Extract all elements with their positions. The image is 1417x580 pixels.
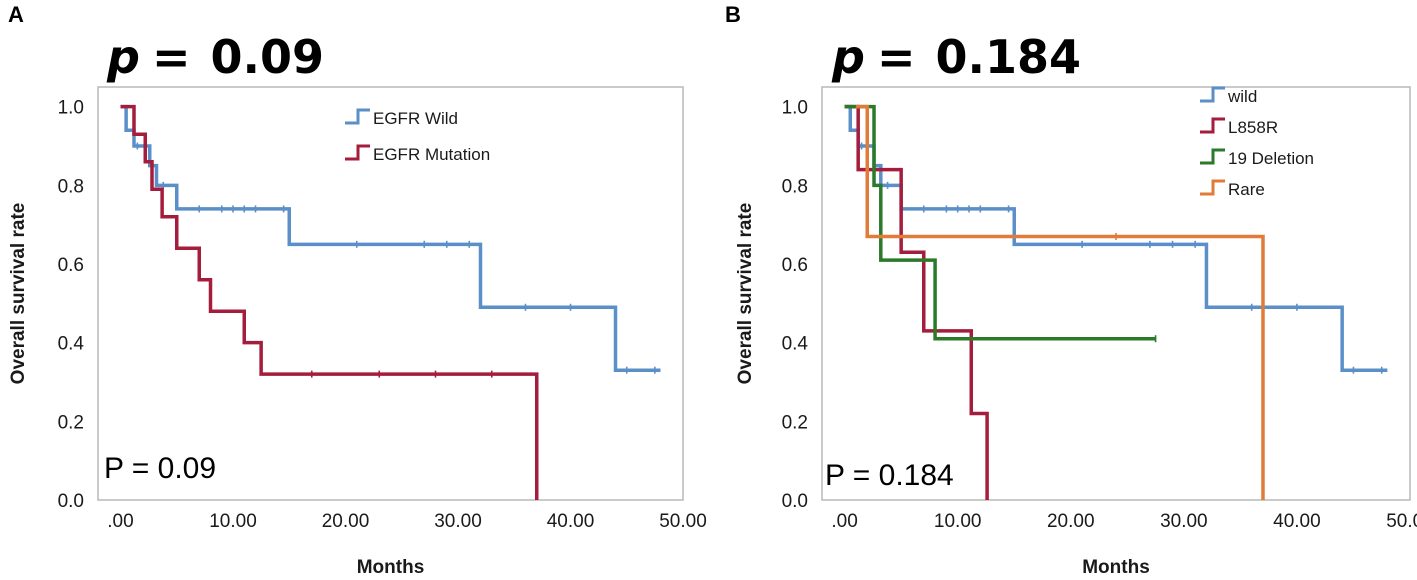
pa-title-equals: = <box>152 30 191 84</box>
pa-x-tick-label: 40.00 <box>547 511 595 532</box>
pb-y-tick-label: 0.8 <box>782 176 808 197</box>
pa-x-tick-label: 30.00 <box>434 511 482 532</box>
panel-a-letter: A <box>8 2 24 27</box>
pb-x-tick-label: .00 <box>831 511 857 532</box>
pb-y-tick-label: 0.4 <box>782 334 809 355</box>
pb-title-p-letter: p <box>831 30 865 84</box>
panel-b-letter: B <box>725 2 741 27</box>
pa-series-line-egfr-mutation <box>120 104 539 500</box>
pa-title-p-letter: p <box>106 30 140 84</box>
panel-b: p = 0.184 0.0 0.2 0.4 0.6 0.8 1.0 .00 10.00 20.00 30… <box>735 30 1417 578</box>
pa-legend-swatch-egfr-wild <box>345 108 370 125</box>
pa-big-p-title: p = 0.09 <box>106 30 324 84</box>
pa-pvalue-note: P = 0.09 <box>104 452 216 485</box>
pa-y-tick-label: 0.8 <box>58 176 84 197</box>
pa-y-tick-label: 0.4 <box>58 334 85 355</box>
pa-x-tick-label: 20.00 <box>322 511 370 532</box>
pa-legend-label-egfr-wild: EGFR Wild <box>373 109 458 128</box>
pb-legend-label-wild: wild <box>1227 87 1257 106</box>
pb-x-tick-label: 20.00 <box>1047 511 1095 532</box>
pa-y-tick-label: 0.6 <box>58 255 84 276</box>
pb-legend-swatch-wild <box>1200 86 1225 103</box>
pb-x-tick-label: 10.00 <box>934 511 982 532</box>
pb-plot-frame <box>821 86 1411 501</box>
panel-a: p = 0.09 0.0 0.2 0.4 0.6 0.8 1.0 .00 10.00 20.00 30.… <box>8 30 707 578</box>
pb-y-tick-label: 0.6 <box>782 255 808 276</box>
pb-y-axis-title: Overall survival rate <box>735 203 756 385</box>
pb-series-line-19-deletion <box>844 104 1156 341</box>
pb-big-p-title: p = 0.184 <box>831 30 1081 84</box>
pa-x-tick-label: .00 <box>107 511 133 532</box>
pa-y-tick-label: 0.2 <box>58 412 84 433</box>
pb-x-axis-title: Months <box>1082 557 1150 578</box>
pa-legend-swatch-egfr-mutation <box>345 144 370 161</box>
pa-plot-frame <box>97 86 684 501</box>
pa-y-tick-label: 0.0 <box>58 491 84 512</box>
pb-title-equals: = <box>877 30 916 84</box>
pa-title-value: 0.09 <box>210 30 324 84</box>
pb-title-value: 0.184 <box>935 30 1081 84</box>
pa-legend-label-egfr-mutation: EGFR Mutation <box>373 145 490 164</box>
pb-legend-swatch-19-deletion <box>1200 148 1225 165</box>
pb-x-tick-label: 30.00 <box>1160 511 1208 532</box>
pb-x-tick-label: 40.00 <box>1273 511 1321 532</box>
pb-pvalue-note: P = 0.184 <box>825 459 954 492</box>
pb-legend-label-rare: Rare <box>1228 180 1265 199</box>
pa-x-tick-label: 50.00 <box>659 511 707 532</box>
pb-legend-label-19-deletion: 19 Deletion <box>1228 149 1314 168</box>
pa-x-axis-title: Months <box>357 557 425 578</box>
pb-series-line-l858r <box>844 104 989 500</box>
pa-y-tick-label: 1.0 <box>58 98 84 119</box>
pb-y-tick-label: 1.0 <box>782 98 808 119</box>
pa-x-tick-label: 10.00 <box>209 511 257 532</box>
pb-legend-swatch-l858r <box>1200 117 1225 134</box>
pa-y-axis-title: Overall survival rate <box>8 203 29 385</box>
pb-x-tick-label: 50.00 <box>1386 511 1417 532</box>
pb-legend-swatch-rare <box>1200 179 1225 196</box>
pb-series-line-rare <box>855 104 1265 500</box>
pb-y-tick-label: 0.0 <box>782 491 808 512</box>
pb-legend-label-l858r: L858R <box>1228 118 1278 137</box>
pb-y-tick-label: 0.2 <box>782 412 808 433</box>
